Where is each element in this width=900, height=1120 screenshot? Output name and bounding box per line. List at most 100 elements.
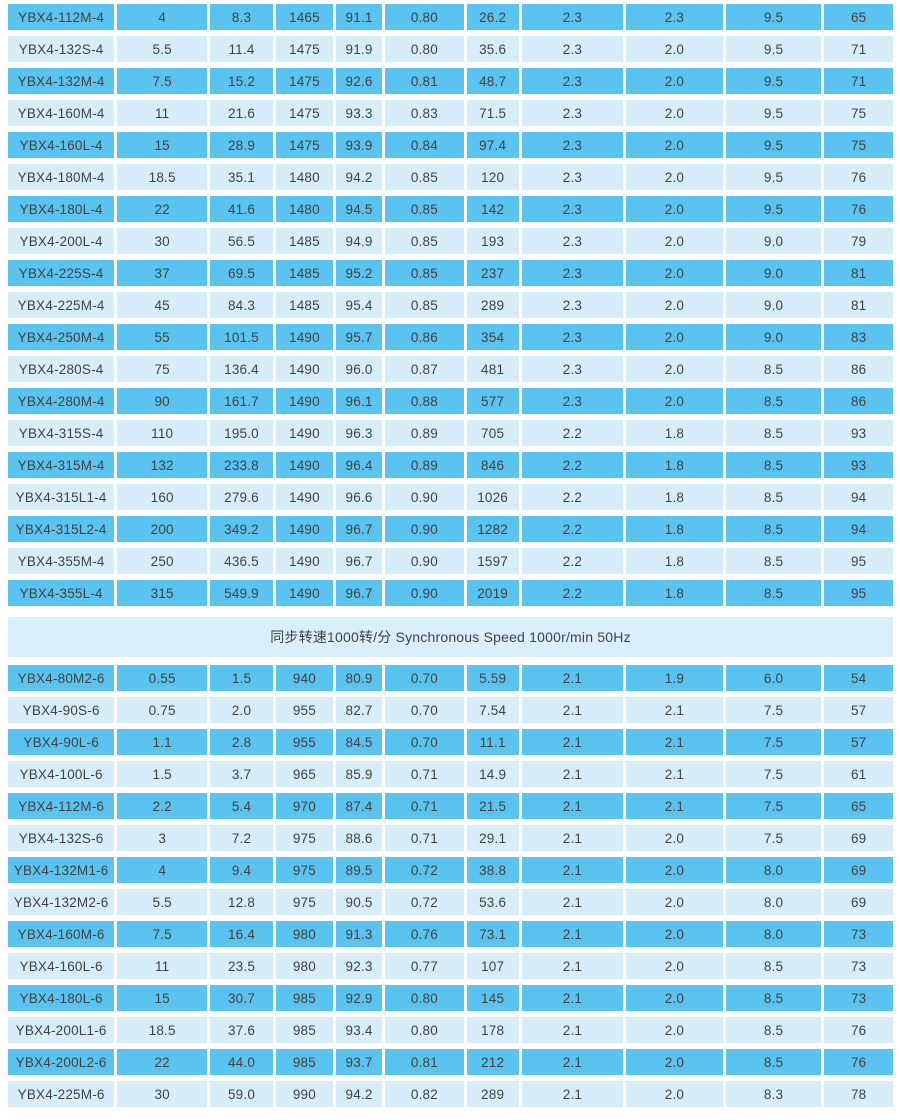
cell-model-name: YBX4-90S-6 [8, 697, 115, 723]
cell-value: 4 [117, 4, 208, 30]
cell-value: 91.1 [335, 4, 383, 30]
table-row: YBX4-280S-4 75 136.4 1490 96.0 0.87 481 2.3 2.0 8… [8, 356, 893, 382]
cell-value: 0.87 [385, 356, 464, 382]
cell-model-name: YBX4-225S-4 [8, 260, 115, 286]
cell-value: 95.4 [335, 292, 383, 318]
table-row: YBX4-160L-6 11 23.5 980 92.3 0.77 107 2.1 2.0 8.5… [8, 953, 893, 979]
cell-value: 96.1 [335, 388, 383, 414]
cell-value: 0.90 [385, 516, 464, 542]
cell-value: 5.5 [117, 36, 208, 62]
cell-value: 65 [824, 4, 893, 30]
cell-value: 1.8 [626, 580, 723, 606]
table-row: YBX4-355L-4 315 549.9 1490 96.7 0.90 2019 2.2 1.… [8, 580, 893, 606]
cell-value: 279.6 [210, 484, 273, 510]
cell-value: 81 [824, 292, 893, 318]
cell-value: 93.4 [335, 1017, 383, 1043]
cell-value: 53.6 [466, 889, 519, 915]
cell-value: 2.1 [521, 985, 624, 1011]
cell-value: 26.2 [466, 4, 519, 30]
cell-model-name: YBX4-315L1-4 [8, 484, 115, 510]
cell-value: 0.75 [117, 697, 208, 723]
cell-value: 30 [117, 228, 208, 254]
cell-value: 9.5 [725, 132, 822, 158]
cell-value: 237 [466, 260, 519, 286]
cell-model-name: YBX4-180L-4 [8, 196, 115, 222]
cell-value: 2.0 [626, 100, 723, 126]
cell-value: 94.5 [335, 196, 383, 222]
cell-model-name: YBX4-160M-6 [8, 921, 115, 947]
table-row: YBX4-160M-4 11 21.6 1475 93.3 0.83 71.5 2.3 2.0 9… [8, 100, 893, 126]
cell-value: 577 [466, 388, 519, 414]
cell-value: 2.1 [521, 1081, 624, 1107]
cell-value: 92.3 [335, 953, 383, 979]
table-row: YBX4-90S-6 0.75 2.0 955 82.7 0.70 7.54 2.1 2.1 7.… [8, 697, 893, 723]
cell-value: 8.5 [725, 580, 822, 606]
cell-value: 289 [466, 292, 519, 318]
cell-value: 1485 [275, 228, 333, 254]
cell-value: 0.88 [385, 388, 464, 414]
cell-value: 73.1 [466, 921, 519, 947]
cell-value: 1485 [275, 292, 333, 318]
cell-value: 985 [275, 985, 333, 1011]
cell-value: 54 [824, 665, 893, 691]
cell-value: 95.2 [335, 260, 383, 286]
cell-value: 0.89 [385, 452, 464, 478]
cell-value: 2.0 [626, 36, 723, 62]
cell-value: 354 [466, 324, 519, 350]
cell-value: 0.77 [385, 953, 464, 979]
cell-value: 0.83 [385, 100, 464, 126]
cell-model-name: YBX4-132S-6 [8, 825, 115, 851]
cell-value: 970 [275, 793, 333, 819]
cell-value: 22 [117, 196, 208, 222]
cell-value: 2.0 [210, 697, 273, 723]
cell-value: 2.0 [626, 825, 723, 851]
cell-value: 22 [117, 1049, 208, 1075]
cell-value: 2.1 [521, 793, 624, 819]
cell-value: 2.1 [521, 825, 624, 851]
cell-value: 0.86 [385, 324, 464, 350]
cell-value: 75 [117, 356, 208, 382]
table-row: YBX4-200L1-6 18.5 37.6 985 93.4 0.80 178 2.1 2.0… [8, 1017, 893, 1043]
cell-value: 990 [275, 1081, 333, 1107]
cell-value: 2.2 [521, 580, 624, 606]
cell-value: 1480 [275, 196, 333, 222]
cell-model-name: YBX4-112M-6 [8, 793, 115, 819]
cell-value: 2.1 [626, 793, 723, 819]
cell-model-name: YBX4-100L-6 [8, 761, 115, 787]
cell-value: 69 [824, 825, 893, 851]
cell-value: 1485 [275, 260, 333, 286]
cell-value: 55 [117, 324, 208, 350]
cell-value: 0.85 [385, 260, 464, 286]
cell-value: 0.70 [385, 697, 464, 723]
cell-value: 8.0 [725, 921, 822, 947]
cell-value: 96.6 [335, 484, 383, 510]
cell-value: 1.8 [626, 548, 723, 574]
cell-value: 101.5 [210, 324, 273, 350]
cell-value: 7.5 [117, 68, 208, 94]
cell-value: 5.59 [466, 665, 519, 691]
table-row: YBX4-132M1-6 4 9.4 975 89.5 0.72 38.8 2.1 2.0 8.0… [8, 857, 893, 883]
cell-value: 132 [117, 452, 208, 478]
table-row: YBX4-200L2-6 22 44.0 985 93.7 0.81 212 2.1 2.0 8.… [8, 1049, 893, 1075]
cell-value: 21.5 [466, 793, 519, 819]
cell-value: 7.5 [725, 793, 822, 819]
cell-model-name: YBX4-90L-6 [8, 729, 115, 755]
cell-value: 0.90 [385, 580, 464, 606]
table-row: YBX4-160M-6 7.5 16.4 980 91.3 0.76 73.1 2.1 2.0 8… [8, 921, 893, 947]
cell-value: 1.8 [626, 516, 723, 542]
cell-value: 0.90 [385, 548, 464, 574]
cell-value: 2.3 [521, 164, 624, 190]
cell-value: 4 [117, 857, 208, 883]
cell-value: 2.1 [521, 697, 624, 723]
cell-value: 73 [824, 921, 893, 947]
cell-value: 1475 [275, 36, 333, 62]
cell-value: 96.7 [335, 548, 383, 574]
cell-value: 92.9 [335, 985, 383, 1011]
cell-value: 14.9 [466, 761, 519, 787]
cell-value: 9.5 [725, 196, 822, 222]
cell-value: 56.5 [210, 228, 273, 254]
cell-value: 975 [275, 825, 333, 851]
cell-value: 985 [275, 1017, 333, 1043]
cell-value: 2.0 [626, 164, 723, 190]
cell-value: 2.0 [626, 1049, 723, 1075]
